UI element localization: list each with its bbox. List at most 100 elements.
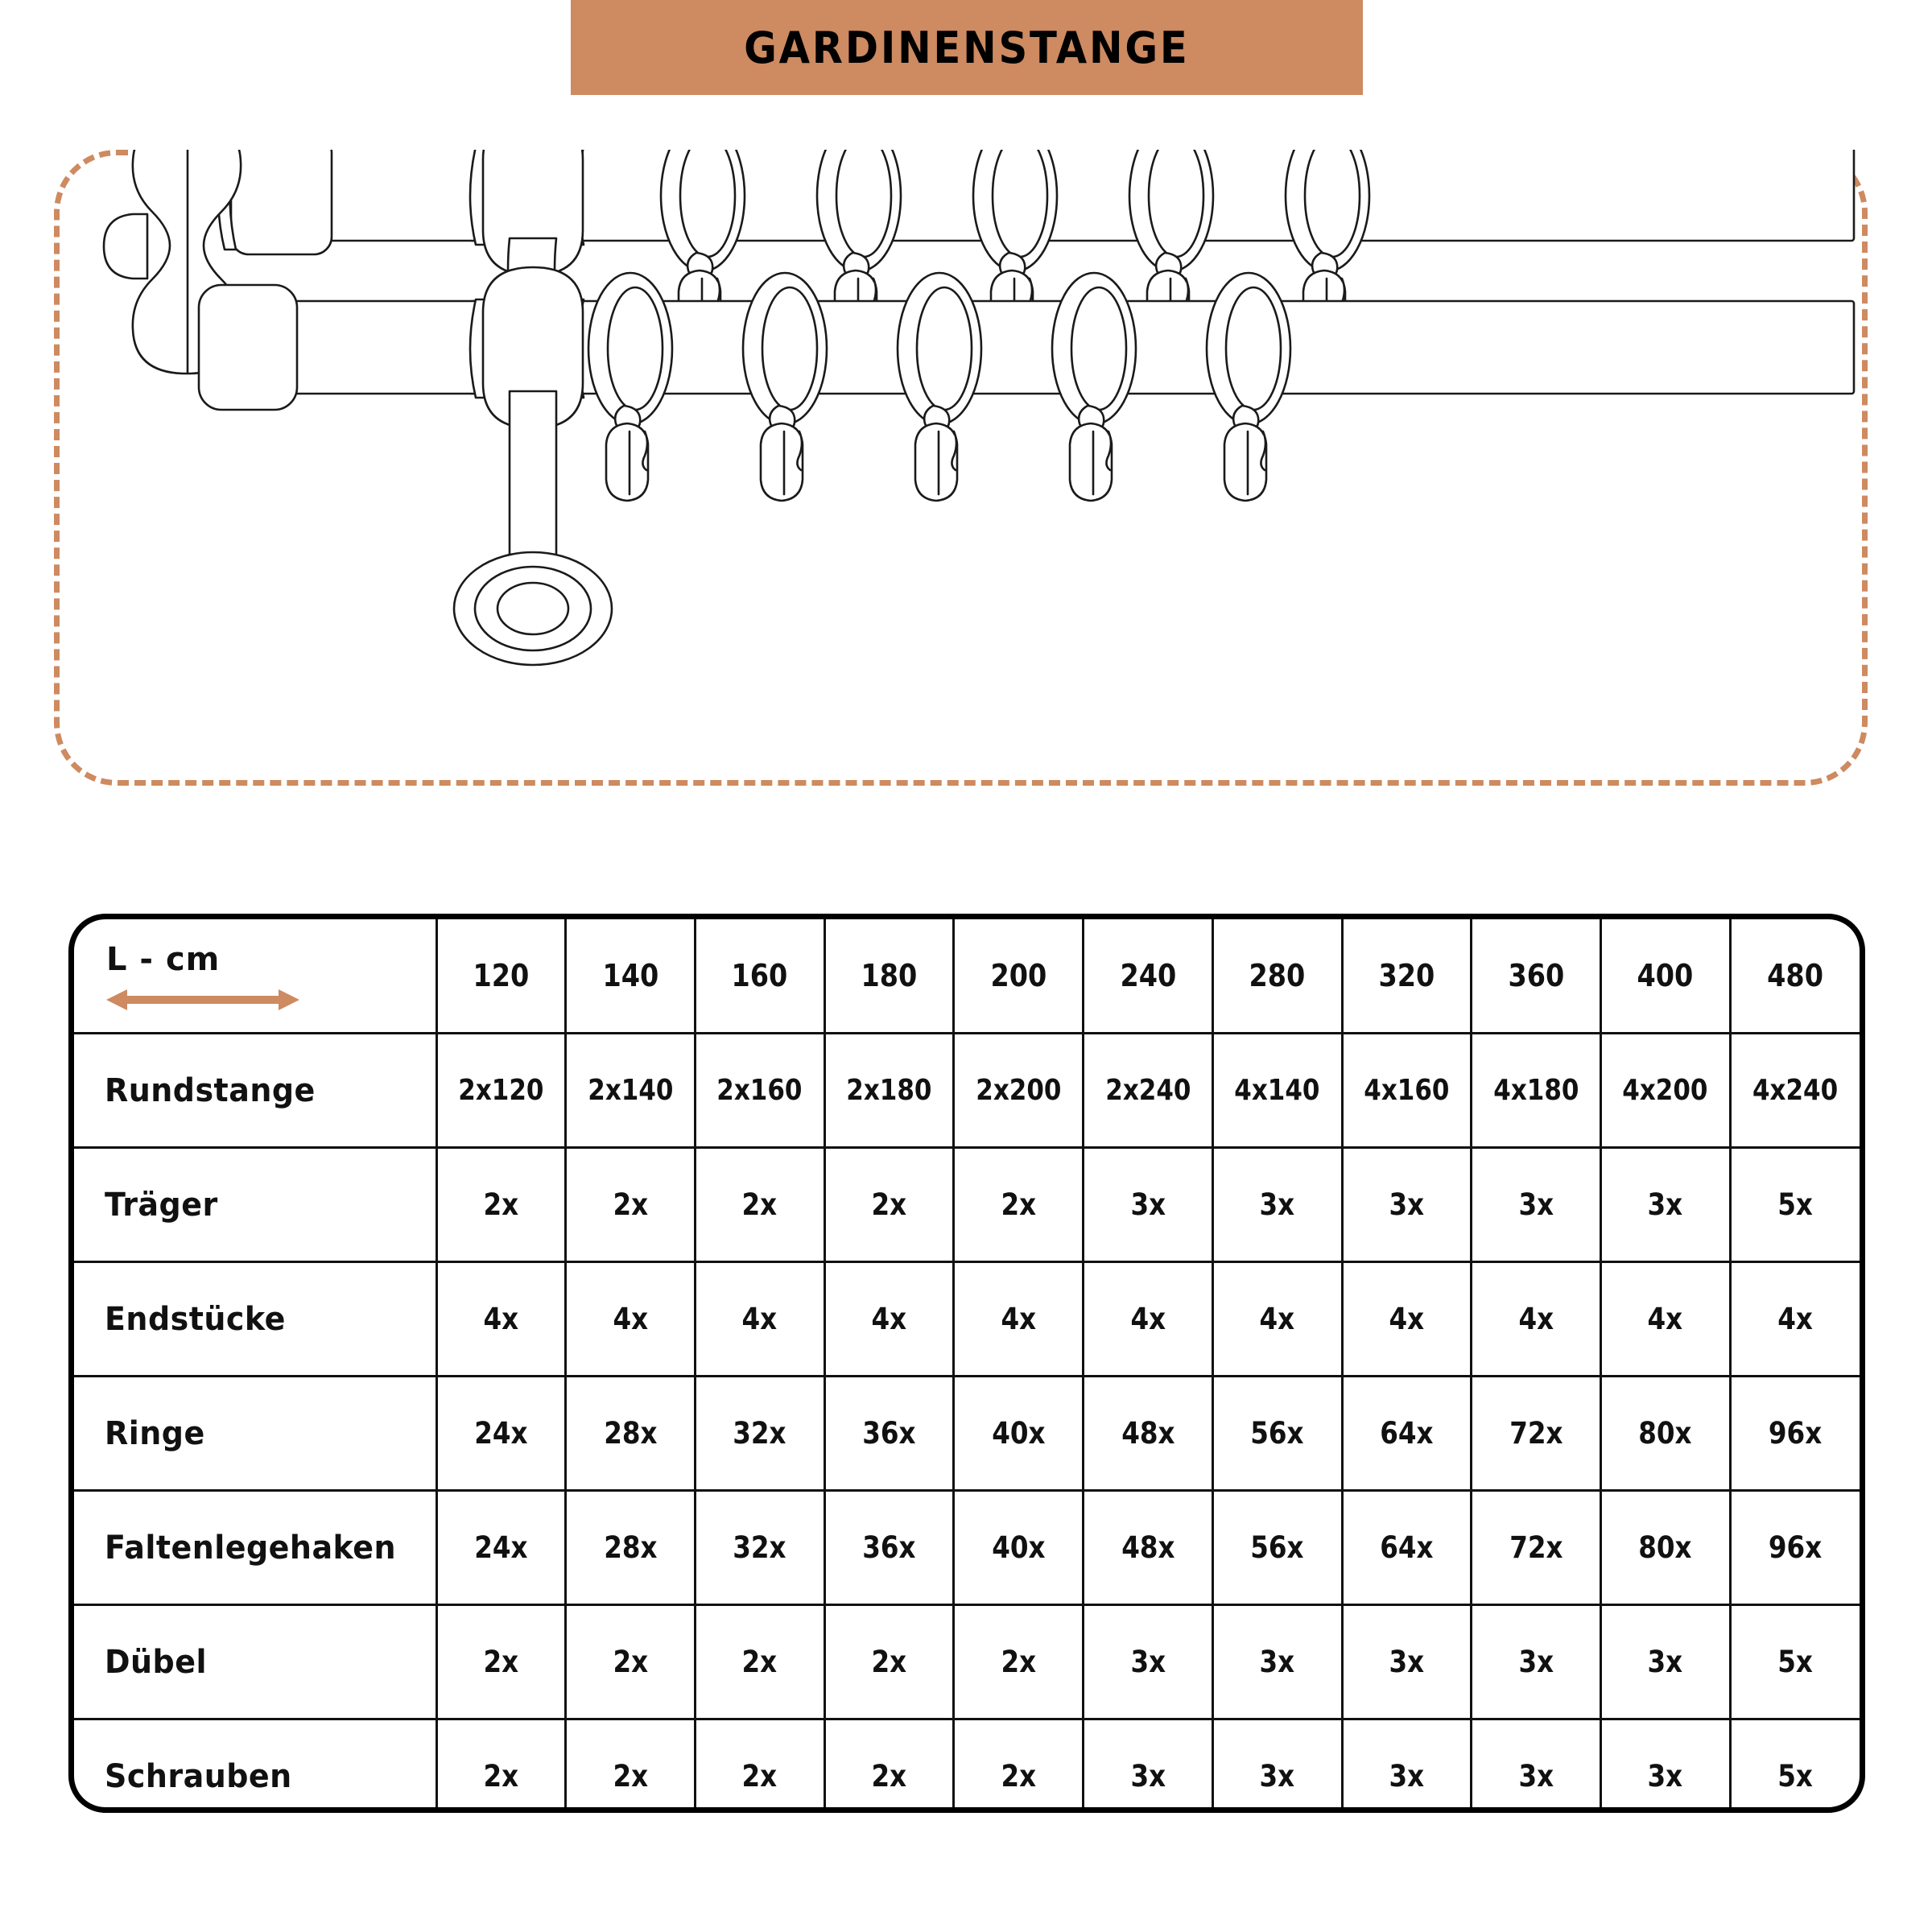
cell: 3x [1607,1146,1724,1263]
cell: 3x [1089,1146,1206,1263]
cell: 2x140 [573,1032,687,1149]
curtain-ring-inner [915,286,973,411]
cell: 40x [960,1489,1077,1606]
cell: 56x [1219,1375,1335,1492]
cell: 3x [1219,1718,1335,1807]
table-row: Endstücke 4x 4x 4x 4x 4x 4x 4x 4x 4x 4x … [74,1261,1860,1377]
col-header-120: 120 [443,919,559,1034]
cell: 3x [1478,1604,1595,1720]
upper-finial-collar [229,150,333,256]
cell: 80x [1607,1489,1724,1606]
upper-ring-group-2 [815,150,902,349]
fold-hook-inner [628,430,649,496]
col-header-360: 360 [1478,919,1595,1034]
length-arrow-icon [106,989,299,1010]
cell: 4x200 [1608,1032,1723,1149]
col-header-180: 180 [831,919,947,1034]
cell: 4x [572,1261,689,1377]
row-label-endstuecke: Endstücke [74,1261,419,1377]
fold-hook-inner [1246,430,1267,496]
cell: 4x [701,1261,818,1377]
cell: 3x [1219,1604,1335,1720]
cell: 3x [1478,1718,1595,1807]
cell: 2x200 [961,1032,1075,1149]
curtain-ring-inner [1224,286,1282,411]
cell: 4x [1478,1261,1595,1377]
cell: 72x [1478,1489,1595,1606]
row-label-ringe: Ringe [74,1375,419,1492]
fold-hook-inner [1092,430,1113,496]
cell: 4x [443,1261,559,1377]
cell: 80x [1607,1375,1724,1492]
curtain-ring-inner [606,286,664,411]
col-header-240: 240 [1089,919,1206,1034]
cell: 64x [1348,1489,1465,1606]
lower-ring-group-5 [1205,271,1292,502]
cell: 4x [960,1261,1077,1377]
spec-table-grid: L - cm 120 140 160 180 200 240 280 320 3… [74,919,1860,1807]
wall-plate-inner [496,581,570,636]
curtain-ring-inner [761,286,819,411]
cell: 48x [1089,1375,1206,1492]
cell: 3x [1478,1146,1595,1263]
cell: 4x [1219,1261,1335,1377]
cell: 96x [1736,1375,1852,1492]
table-row: Rundstange 2x120 2x140 2x160 2x180 2x200… [74,1032,1860,1149]
col-header-280: 280 [1219,919,1335,1034]
curtain-ring-inner [679,150,737,258]
col-header-480: 480 [1736,919,1852,1034]
cell: 3x [1348,1718,1465,1807]
row-label-schrauben: Schrauben [74,1718,419,1807]
lower-end-cap [197,283,299,411]
page-title: GARDINENSTANGE [744,22,1190,73]
cell: 36x [831,1375,947,1492]
title-band: GARDINENSTANGE [571,0,1363,95]
cell: 2x [572,1604,689,1720]
cell: 3x [1089,1718,1206,1807]
cell: 4x [1348,1261,1465,1377]
table-row: Schrauben 2x 2x 2x 2x 2x 3x 3x 3x 3x 3x … [74,1718,1860,1807]
cell: 2x [701,1146,818,1263]
curtain-ring-inner [835,150,893,258]
cell: 2x160 [703,1032,817,1149]
cell: 2x [831,1718,947,1807]
lower-ring-group-2 [741,271,828,502]
lower-rod-left-segment [291,299,479,395]
curtain-ring-inner [1303,150,1361,258]
cell: 32x [701,1489,818,1606]
cell: 2x [831,1604,947,1720]
cell: 2x [572,1718,689,1807]
lower-ring-group-3 [896,271,983,502]
row-label-duebel: Dübel [74,1604,419,1720]
cell: 4x [1736,1261,1852,1377]
cell: 24x [443,1375,559,1492]
cell: 5x [1736,1146,1852,1263]
cell: 3x [1607,1718,1724,1807]
cell: 2x240 [1091,1032,1205,1149]
curtain-ring-inner [1070,286,1128,411]
cell: 2x [701,1604,818,1720]
cell: 3x [1089,1604,1206,1720]
cell: 64x [1348,1375,1465,1492]
table-row: Ringe 24x 28x 32x 36x 40x 48x 56x 64x 72… [74,1375,1860,1492]
corner-cell-length: L - cm [74,919,438,1034]
cell: 2x [831,1146,947,1263]
cell: 2x [960,1718,1077,1807]
length-label: L - cm [106,941,221,978]
cell: 36x [831,1489,947,1606]
cell: 2x [443,1146,559,1263]
lower-ring-group-4 [1051,271,1137,502]
cell: 3x [1219,1146,1335,1263]
row-label-traeger: Träger [74,1146,419,1263]
cell: 28x [572,1489,689,1606]
cell: 3x [1348,1604,1465,1720]
cell: 3x [1348,1146,1465,1263]
table-row: Faltenlegehaken 24x 28x 32x 36x 40x 48x … [74,1489,1860,1606]
fold-hook-inner [782,430,803,496]
specification-table: L - cm 120 140 160 180 200 240 280 320 3… [68,914,1865,1813]
cell: 4x [1089,1261,1206,1377]
col-header-200: 200 [960,919,1077,1034]
curtain-ring-inner [991,150,1049,258]
cell: 4x [831,1261,947,1377]
cell: 4x140 [1220,1032,1335,1149]
